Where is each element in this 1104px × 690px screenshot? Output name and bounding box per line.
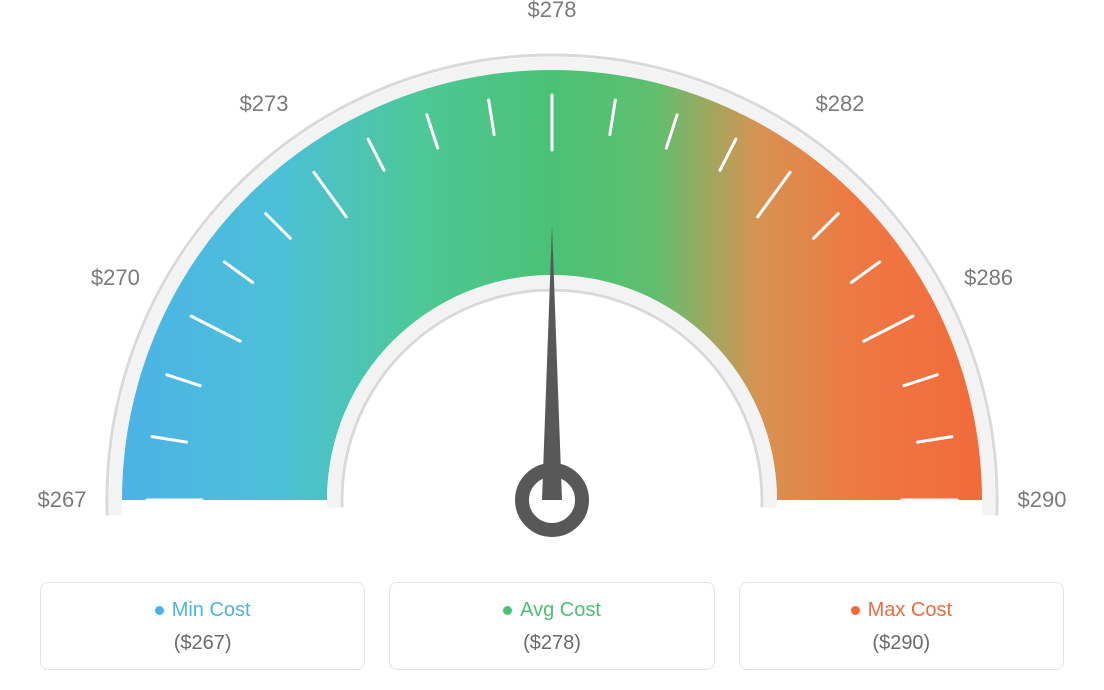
legend-row: Min Cost ($267) Avg Cost ($278) Max Cost… [40, 582, 1064, 670]
legend-avg-card: Avg Cost ($278) [389, 582, 714, 670]
legend-max-card: Max Cost ($290) [739, 582, 1064, 670]
legend-avg-title: Avg Cost [400, 599, 703, 622]
gauge-scale-label: $267 [38, 487, 87, 513]
gauge-svg [0, 0, 1104, 560]
legend-avg-dot [503, 606, 512, 615]
gauge-scale-label: $273 [240, 91, 289, 117]
legend-avg-value: ($278) [400, 632, 703, 655]
legend-max-dot [851, 606, 860, 615]
legend-min-value: ($267) [51, 632, 354, 655]
legend-max-value: ($290) [750, 632, 1053, 655]
legend-avg-label: Avg Cost [520, 599, 601, 621]
legend-min-dot [155, 606, 164, 615]
gauge-scale-label: $278 [528, 0, 577, 23]
gauge-scale-label: $290 [1018, 487, 1067, 513]
gauge-scale-label: $270 [91, 265, 140, 291]
cost-gauge-chart: { "gauge": { "type": "gauge", "min_value… [0, 0, 1104, 690]
gauge-area: $267 $270 $273 $278 $282 $286 $290 [0, 0, 1104, 560]
legend-min-card: Min Cost ($267) [40, 582, 365, 670]
legend-min-label: Min Cost [172, 599, 251, 621]
legend-max-label: Max Cost [868, 599, 952, 621]
gauge-scale-label: $286 [964, 265, 1013, 291]
legend-min-title: Min Cost [51, 599, 354, 622]
gauge-scale-label: $282 [816, 91, 865, 117]
legend-max-title: Max Cost [750, 599, 1053, 622]
